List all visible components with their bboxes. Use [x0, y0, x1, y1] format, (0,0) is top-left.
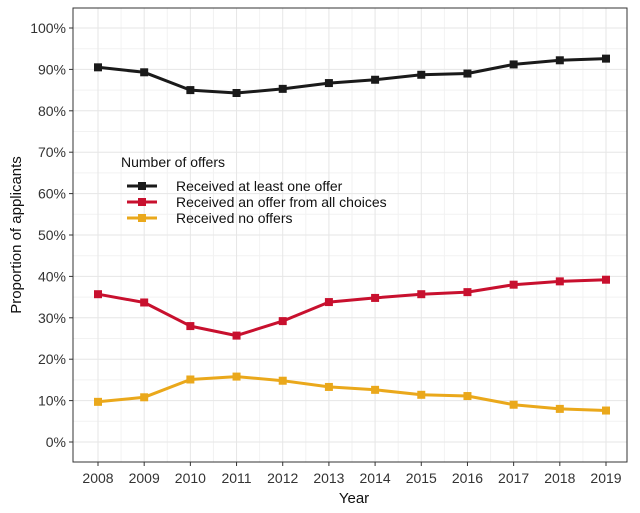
- legend-swatch-marker: [138, 214, 146, 222]
- data-point: [555, 277, 564, 286]
- legend-title: Number of offers: [121, 154, 225, 170]
- legend-label: Received an offer from all choices: [176, 194, 387, 210]
- y-tick-label: 60%: [38, 186, 66, 202]
- y-tick-label: 0%: [46, 434, 66, 450]
- data-point: [602, 54, 610, 63]
- data-point: [602, 275, 610, 284]
- data-point: [232, 372, 241, 381]
- data-point: [463, 392, 472, 401]
- data-point: [324, 298, 333, 307]
- legend: Number of offers Received at least one o…: [121, 154, 387, 226]
- data-point: [94, 397, 102, 406]
- x-tick-label: 2013: [313, 470, 344, 486]
- series-3: [94, 372, 610, 415]
- y-tick-label: 100%: [30, 20, 66, 36]
- x-axis-title: Year: [339, 490, 369, 507]
- x-tick-label: 2014: [360, 470, 391, 486]
- data-point: [278, 84, 287, 93]
- y-tick-label: 40%: [38, 268, 66, 284]
- data-point: [509, 400, 518, 409]
- x-tick-label: 2017: [498, 470, 529, 486]
- data-point: [278, 317, 287, 326]
- data-point: [463, 69, 472, 78]
- x-tick-label: 2019: [590, 470, 621, 486]
- data-point: [94, 290, 102, 299]
- data-point: [186, 375, 195, 384]
- data-point: [232, 331, 241, 340]
- series-line: [97, 278, 607, 338]
- y-axis-tick-labels: 0% 10% 20% 30% 40% 50% 60% 70% 80% 90% 100%: [30, 20, 73, 450]
- data-point: [371, 75, 380, 84]
- data-point: [186, 322, 195, 331]
- x-tick-label: 2016: [452, 470, 483, 486]
- data-point: [140, 68, 149, 77]
- legend-item: Received at least one offer: [127, 178, 343, 194]
- legend-swatch-marker: [138, 182, 146, 190]
- series-line: [97, 375, 607, 412]
- y-axis-title: Proportion of applicants: [8, 156, 25, 314]
- y-tick-label: 90%: [38, 61, 66, 77]
- data-point: [417, 70, 426, 79]
- y-tick-label: 80%: [38, 103, 66, 119]
- data-point: [509, 280, 518, 289]
- data-point: [509, 60, 518, 69]
- series-layer: [94, 54, 610, 415]
- data-point: [602, 406, 610, 415]
- series-2: [94, 275, 610, 340]
- y-tick-label: 50%: [38, 227, 66, 243]
- x-tick-label: 2008: [82, 470, 113, 486]
- legend-item: Received no offers: [127, 210, 292, 226]
- x-tick-label: 2018: [544, 470, 575, 486]
- data-point: [555, 404, 564, 413]
- x-tick-label: 2010: [175, 470, 206, 486]
- data-point: [140, 298, 149, 307]
- legend-label: Received at least one offer: [176, 178, 343, 194]
- data-point: [324, 79, 333, 88]
- data-point: [278, 376, 287, 385]
- x-tick-label: 2011: [221, 470, 251, 486]
- x-axis-tick-labels: 2008 2009 2010 2011 2012 2013 2014 2015 2016 2017…: [82, 462, 622, 486]
- plot-panel-border: [72, 7, 628, 463]
- data-point: [555, 56, 564, 65]
- data-point: [140, 393, 149, 402]
- data-point: [417, 290, 426, 299]
- data-point: [371, 293, 380, 302]
- y-tick-label: 10%: [38, 393, 66, 409]
- x-tick-label: 2012: [267, 470, 298, 486]
- data-point: [324, 382, 333, 391]
- y-tick-label: 20%: [38, 351, 66, 367]
- data-point: [186, 86, 195, 95]
- data-point: [232, 88, 241, 97]
- data-point: [94, 63, 102, 72]
- y-tick-label: 30%: [38, 310, 66, 326]
- legend-item: Received an offer from all choices: [127, 194, 387, 210]
- series-1: [94, 54, 610, 97]
- data-point: [463, 288, 472, 297]
- legend-swatch-marker: [138, 198, 146, 206]
- data-point: [417, 390, 426, 399]
- y-tick-label: 70%: [38, 144, 66, 160]
- x-tick-label: 2015: [406, 470, 437, 486]
- legend-label: Received no offers: [176, 210, 292, 226]
- x-tick-label: 2009: [129, 470, 160, 486]
- series-line: [97, 57, 607, 95]
- data-point: [371, 385, 380, 394]
